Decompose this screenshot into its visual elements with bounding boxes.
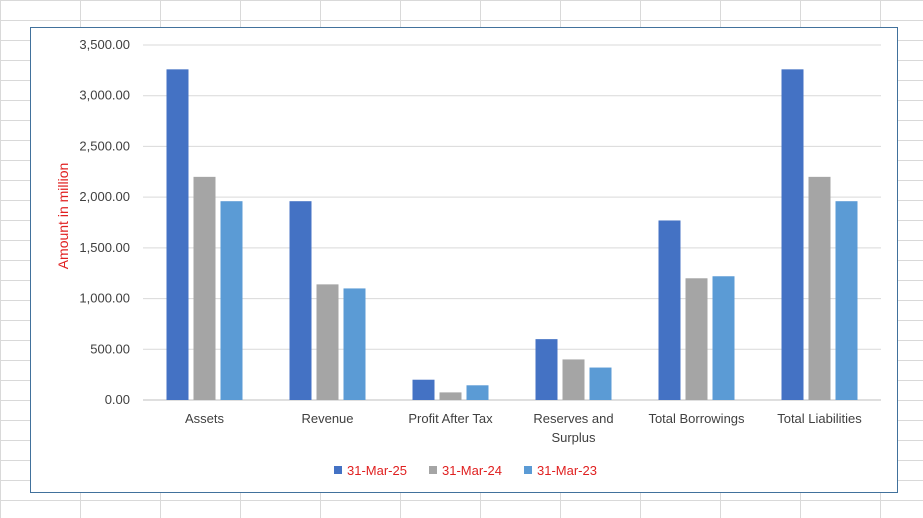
legend-swatch bbox=[334, 466, 342, 474]
x-category-label: Reserves and bbox=[533, 411, 613, 426]
bar bbox=[220, 201, 243, 400]
x-category-label: Surplus bbox=[551, 430, 596, 445]
x-axis-categories: Assets Revenue Profit After Tax Reserves an… bbox=[185, 411, 862, 445]
y-tick-label: 2,000.00 bbox=[79, 189, 130, 204]
bar bbox=[562, 359, 585, 400]
bar bbox=[193, 176, 216, 400]
bar bbox=[343, 288, 366, 400]
legend-label: 31-Mar-23 bbox=[537, 463, 597, 478]
legend-label: 31-Mar-25 bbox=[347, 463, 407, 478]
gridlines bbox=[143, 44, 881, 401]
y-axis-label: Amount in million bbox=[55, 163, 71, 270]
bar bbox=[289, 201, 312, 400]
x-category-label: Assets bbox=[185, 411, 225, 426]
y-axis-ticks: 0.00 500.00 1,000.00 1,500.00 2,000.00 2,500.… bbox=[79, 37, 130, 407]
y-tick-label: 0.00 bbox=[105, 392, 130, 407]
chart-frame: 0.00 500.00 1,000.00 1,500.00 2,000.00 2,500.… bbox=[30, 27, 898, 493]
bar bbox=[412, 379, 435, 400]
bar bbox=[835, 201, 858, 400]
legend: 31-Mar-25 31-Mar-24 31-Mar-23 bbox=[334, 463, 597, 478]
legend-label: 31-Mar-24 bbox=[442, 463, 502, 478]
bar bbox=[658, 220, 681, 400]
bar bbox=[589, 367, 612, 400]
x-category-label: Total Liabilities bbox=[777, 411, 862, 426]
x-category-label: Profit After Tax bbox=[408, 411, 493, 426]
bar bbox=[466, 385, 489, 400]
bar bbox=[316, 284, 339, 400]
y-tick-label: 2,500.00 bbox=[79, 138, 130, 153]
x-category-label: Total Borrowings bbox=[648, 411, 745, 426]
bar bbox=[439, 392, 462, 400]
y-tick-label: 3,000.00 bbox=[79, 88, 130, 103]
legend-swatch bbox=[429, 466, 437, 474]
bar bbox=[781, 69, 804, 400]
bar-chart: 0.00 500.00 1,000.00 1,500.00 2,000.00 2,500.… bbox=[55, 37, 881, 478]
x-category-label: Revenue bbox=[301, 411, 353, 426]
bar bbox=[712, 276, 735, 400]
legend-swatch bbox=[524, 466, 532, 474]
bar bbox=[808, 176, 831, 400]
y-tick-label: 500.00 bbox=[90, 341, 130, 356]
y-tick-label: 1,000.00 bbox=[79, 291, 130, 306]
bar bbox=[685, 278, 708, 400]
bar bbox=[166, 69, 189, 400]
y-tick-label: 3,500.00 bbox=[79, 37, 130, 52]
bars bbox=[166, 69, 858, 400]
bar bbox=[535, 339, 558, 400]
y-tick-label: 1,500.00 bbox=[79, 240, 130, 255]
